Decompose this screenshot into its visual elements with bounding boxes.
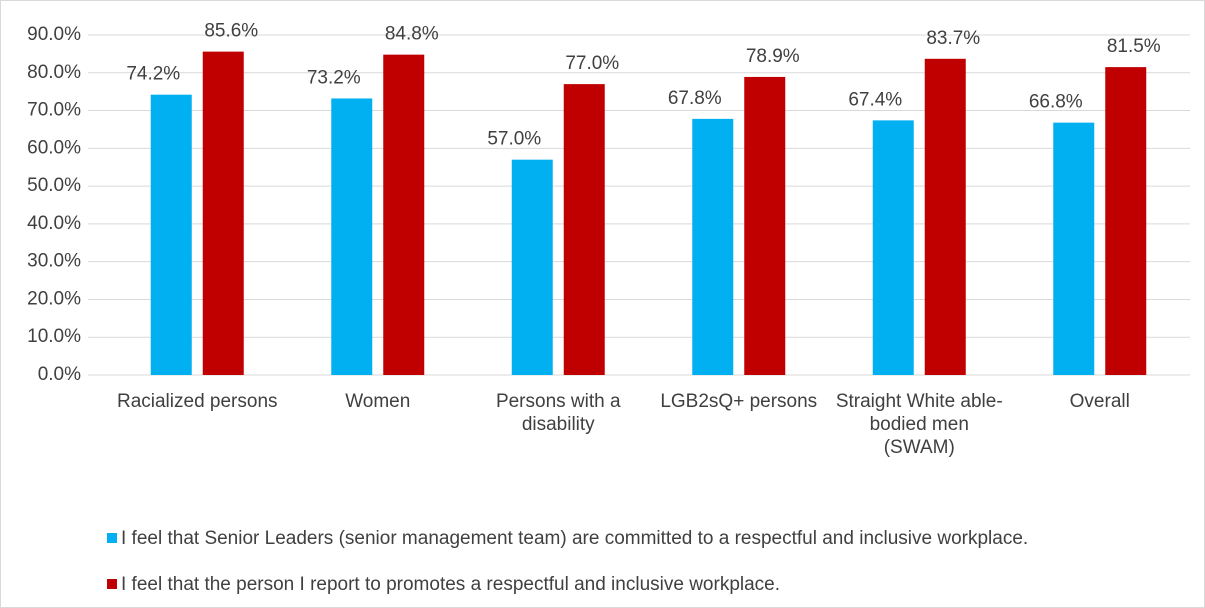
data-label: 74.2% [126, 64, 180, 85]
data-label: 67.4% [848, 89, 902, 110]
data-label: 66.8% [1029, 92, 1083, 113]
data-label: 73.2% [307, 67, 361, 88]
legend-entry: I feel that the person I report to promo… [107, 573, 1181, 596]
y-tick-label: 60.0% [27, 137, 81, 158]
x-tick-label: Straight White able-bodied men (SWAM) [835, 391, 1003, 458]
bar [511, 159, 553, 375]
x-tick-label: Racialized persons [116, 391, 278, 412]
bar [1053, 122, 1095, 376]
x-tick-label: Women [345, 391, 411, 412]
legend-entry: I feel that Senior Leaders (senior manag… [107, 527, 1181, 550]
data-label: 77.0% [565, 53, 619, 74]
data-label: 84.8% [385, 24, 439, 45]
bar [150, 94, 192, 375]
bar [563, 84, 605, 375]
bar [331, 98, 373, 375]
legend-label: I feel that Senior Leaders (senior manag… [121, 528, 1029, 549]
y-tick-label: 90.0% [27, 24, 81, 45]
data-label: 67.8% [668, 88, 722, 109]
bar [872, 120, 914, 375]
bar [383, 54, 425, 376]
data-label: 81.5% [1107, 36, 1161, 57]
y-tick-label: 80.0% [27, 62, 81, 83]
data-label: 78.9% [746, 46, 800, 67]
data-label: 57.0% [487, 129, 541, 150]
legend-label: I feel that the person I report to promo… [121, 574, 781, 595]
x-tick-label: Overall [1069, 391, 1130, 412]
bar [744, 76, 786, 375]
legend-swatch [107, 579, 117, 589]
y-tick-label: 20.0% [27, 288, 81, 309]
data-label: 85.6% [204, 21, 258, 42]
bar [1105, 67, 1147, 375]
y-tick-label: 50.0% [27, 175, 81, 196]
x-tick-label: LGB2sQ+ persons [660, 391, 818, 412]
y-tick-label: 70.0% [27, 100, 81, 121]
y-tick-label: 0.0% [38, 364, 81, 385]
y-tick-label: 30.0% [27, 251, 81, 272]
legend-swatch [107, 533, 117, 543]
bar [924, 58, 966, 376]
bar [202, 51, 244, 375]
data-label: 83.7% [926, 28, 980, 49]
x-tick-label: Persons with a disability [495, 391, 621, 435]
bar [692, 118, 734, 375]
y-tick-label: 10.0% [27, 326, 81, 347]
y-tick-label: 40.0% [27, 213, 81, 234]
